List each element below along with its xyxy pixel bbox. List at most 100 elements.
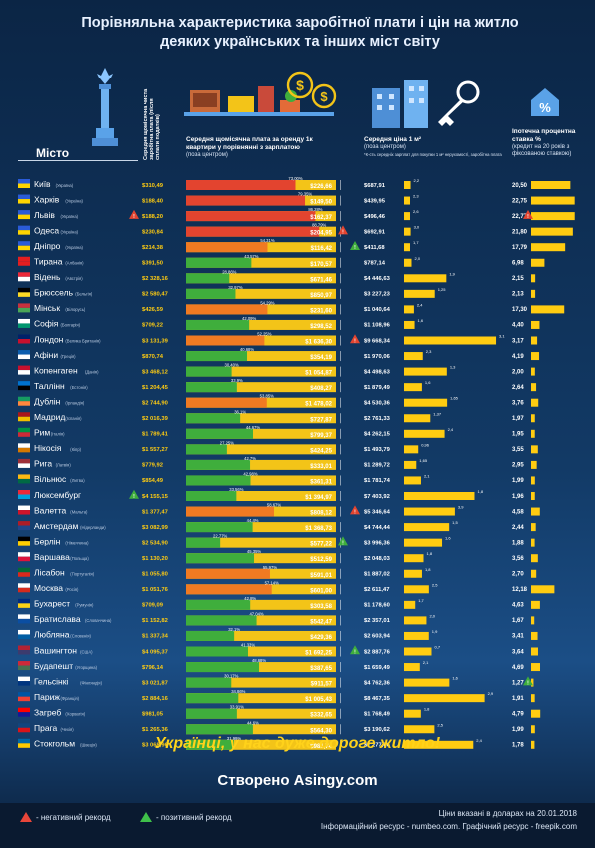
flag-icon-top (18, 536, 30, 542)
flag-icon-bottom (18, 261, 30, 266)
price-bar (404, 631, 429, 640)
rent-value: $564,30 (310, 728, 332, 734)
mortgage-rate-bar (531, 678, 534, 687)
salary-value: $214,38 (142, 245, 164, 251)
svg-text:%: % (539, 100, 551, 115)
price-value: $2 603,94 (364, 634, 391, 640)
rent-percent-label: 57,14% (265, 580, 279, 585)
price-bar (404, 289, 435, 298)
mortgage-rate-value: 4,40 (512, 323, 524, 329)
rent-bar-fill (186, 397, 267, 408)
price-bar (404, 709, 421, 718)
table-row: Валетта (Мальта) $1 377,47 58,67% $808,12 $5 … (18, 503, 540, 517)
mortgage-rate-value: 3,17 (512, 338, 524, 344)
mortgage-rate-bar (531, 663, 541, 672)
rent-value: $981,74 (310, 744, 332, 750)
price-bar (404, 398, 448, 407)
price-value: $3 190,62 (364, 727, 390, 733)
rent-percent-label: 42,7% (244, 456, 256, 461)
mortgage-rate-bar (531, 258, 545, 267)
flag-icon-top (18, 225, 30, 231)
country-name: (Швеція) (80, 743, 97, 748)
city-name: Загреб (34, 707, 61, 717)
mortgage-rate-value: 1,78 (512, 743, 524, 749)
rent-value: $332,65 (310, 713, 332, 719)
country-name: (Греція) (61, 354, 77, 359)
rent-divider (340, 319, 341, 330)
page-title: Порівняльна характеристика заробітної пл… (81, 15, 519, 50)
table-row: Будапешт (Угорщина) $796,14 48,68% $387,65 $1… (18, 658, 541, 673)
rent-bar-fill (186, 444, 227, 455)
rent-divider (340, 724, 341, 735)
rent-bar-background (186, 257, 336, 268)
flag-icon-bottom (18, 556, 30, 562)
rent-value: $1 692,25 (305, 651, 332, 657)
flag-icon-bottom (18, 323, 30, 328)
flag-icon-top (18, 318, 30, 324)
rent-value: $591,01 (310, 573, 332, 579)
country-name: (Білорусь) (65, 307, 85, 312)
flag-icon-bottom (18, 339, 30, 344)
mortgage-rate-bar (531, 725, 535, 734)
flag-icon-top (18, 552, 30, 557)
city-name: Братислава (34, 614, 81, 624)
rent-value: $1 478,02 (305, 402, 332, 408)
flag-icon-top (18, 412, 30, 417)
mortgage-rate-bar (531, 398, 539, 407)
rent-percent-label: 44,4% (247, 518, 259, 523)
salary-value: $4 095,37 (142, 649, 168, 655)
salary-value: $2 884,16 (142, 696, 169, 702)
mortgage-rate-bar (531, 445, 538, 454)
price-value: $1 289,72 (364, 463, 390, 469)
flag-icon-bottom (18, 681, 30, 686)
ratio-label: 1,8 (425, 567, 431, 572)
mortgage-rate-bar (531, 554, 538, 563)
country-name: (Румунія) (75, 603, 94, 608)
city-name: Київ (34, 179, 51, 189)
country-name: (Німеччина) (65, 540, 89, 545)
price-bar (404, 243, 410, 252)
rent-percent-label: 31,99% (227, 736, 241, 741)
mortgage-rate-value: 2,15 (512, 276, 524, 282)
mortgage-rate-bar (531, 243, 566, 252)
rent-divider (340, 459, 341, 470)
price-value: $1 659,49 (364, 665, 391, 671)
mortgage-house-icon: % (528, 86, 562, 123)
rent-bar-background (186, 273, 336, 284)
table-row: Софія (Болгарія) $709,22 42,09% $298,52 $1 10… (18, 316, 540, 330)
flag-icon-bottom (18, 587, 30, 593)
record-marker-rent (338, 536, 348, 546)
rent-value: $149,50 (310, 200, 332, 206)
rent-bar-background (186, 537, 336, 548)
table-row: Стокгольм (Швеція) $3 068,96 31,99% $981,74 $… (18, 736, 535, 750)
price-value: $7 403,92 (364, 494, 390, 500)
mortgage-rate-bar (531, 429, 535, 438)
table-row: Париж (Франція) $2 884,16 34,86% $1 005,43 $8… (18, 689, 535, 704)
rent-bar-background (186, 553, 336, 564)
country-name: (Латвія) (56, 463, 72, 468)
rent-bar-fill (186, 413, 241, 424)
record-marker-rate (523, 676, 533, 686)
table-row: Вашингтон (США) $4 095,37 41,33% $1 692,25 $2… (18, 643, 538, 657)
rent-percent-label: 54,31% (260, 238, 274, 243)
mortgage-rate-value: 6,98 (512, 261, 524, 267)
price-value: $1 178,60 (364, 603, 390, 609)
salary-value: $188,40 (142, 198, 163, 204)
record-marker-price-mark: ! (354, 649, 356, 655)
flag-icon-bottom (18, 183, 30, 188)
rent-bar-background (186, 444, 336, 455)
mortgage-column-header: Іпотечна процентна ставка % (кредит на 20… (512, 128, 576, 157)
record-marker-rate (523, 209, 533, 219)
flag-icon-top (18, 629, 30, 635)
rent-divider (340, 553, 341, 564)
price-bar (404, 663, 420, 672)
price-bar (404, 227, 411, 236)
country-name: (Словаччина) (85, 618, 112, 623)
price-value: $4 446,63 (364, 276, 391, 282)
rent-column-header: Середня щомісячна плата за оренду 1к ква… (186, 136, 313, 158)
legend-positive: - позитивний рекорд (140, 812, 232, 822)
price-bar (404, 196, 410, 205)
city-name: Харків (34, 194, 60, 204)
salary-value: $1 152,82 (142, 618, 168, 624)
rent-divider (340, 615, 341, 626)
